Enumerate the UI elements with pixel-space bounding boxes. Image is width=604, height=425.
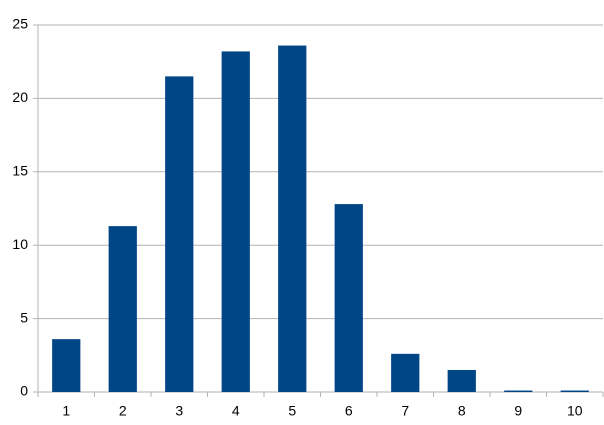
bar bbox=[447, 369, 476, 392]
y-tick-label: 5 bbox=[20, 309, 28, 325]
bar bbox=[504, 390, 533, 392]
x-tick-label: 1 bbox=[62, 403, 70, 419]
y-tick-label: 15 bbox=[12, 163, 28, 179]
bar bbox=[108, 226, 137, 392]
x-tick-label: 8 bbox=[458, 403, 466, 419]
y-tick-label: 0 bbox=[20, 383, 28, 399]
bar bbox=[52, 339, 81, 392]
x-tick-label: 4 bbox=[232, 403, 240, 419]
bar bbox=[391, 353, 420, 392]
bar bbox=[221, 51, 250, 392]
bar bbox=[334, 204, 363, 392]
bar bbox=[560, 390, 589, 392]
y-tick-label: 10 bbox=[12, 236, 28, 252]
x-tick-label: 10 bbox=[567, 403, 583, 419]
x-tick-label: 7 bbox=[401, 403, 409, 419]
bar bbox=[278, 45, 307, 392]
x-tick-label: 2 bbox=[119, 403, 127, 419]
x-tick-label: 3 bbox=[175, 403, 183, 419]
y-tick-label: 20 bbox=[12, 89, 28, 105]
bar bbox=[165, 76, 194, 392]
x-tick-label: 5 bbox=[288, 403, 296, 419]
x-tick-label: 9 bbox=[514, 403, 522, 419]
y-tick-label: 25 bbox=[12, 16, 28, 32]
x-tick-label: 6 bbox=[345, 403, 353, 419]
